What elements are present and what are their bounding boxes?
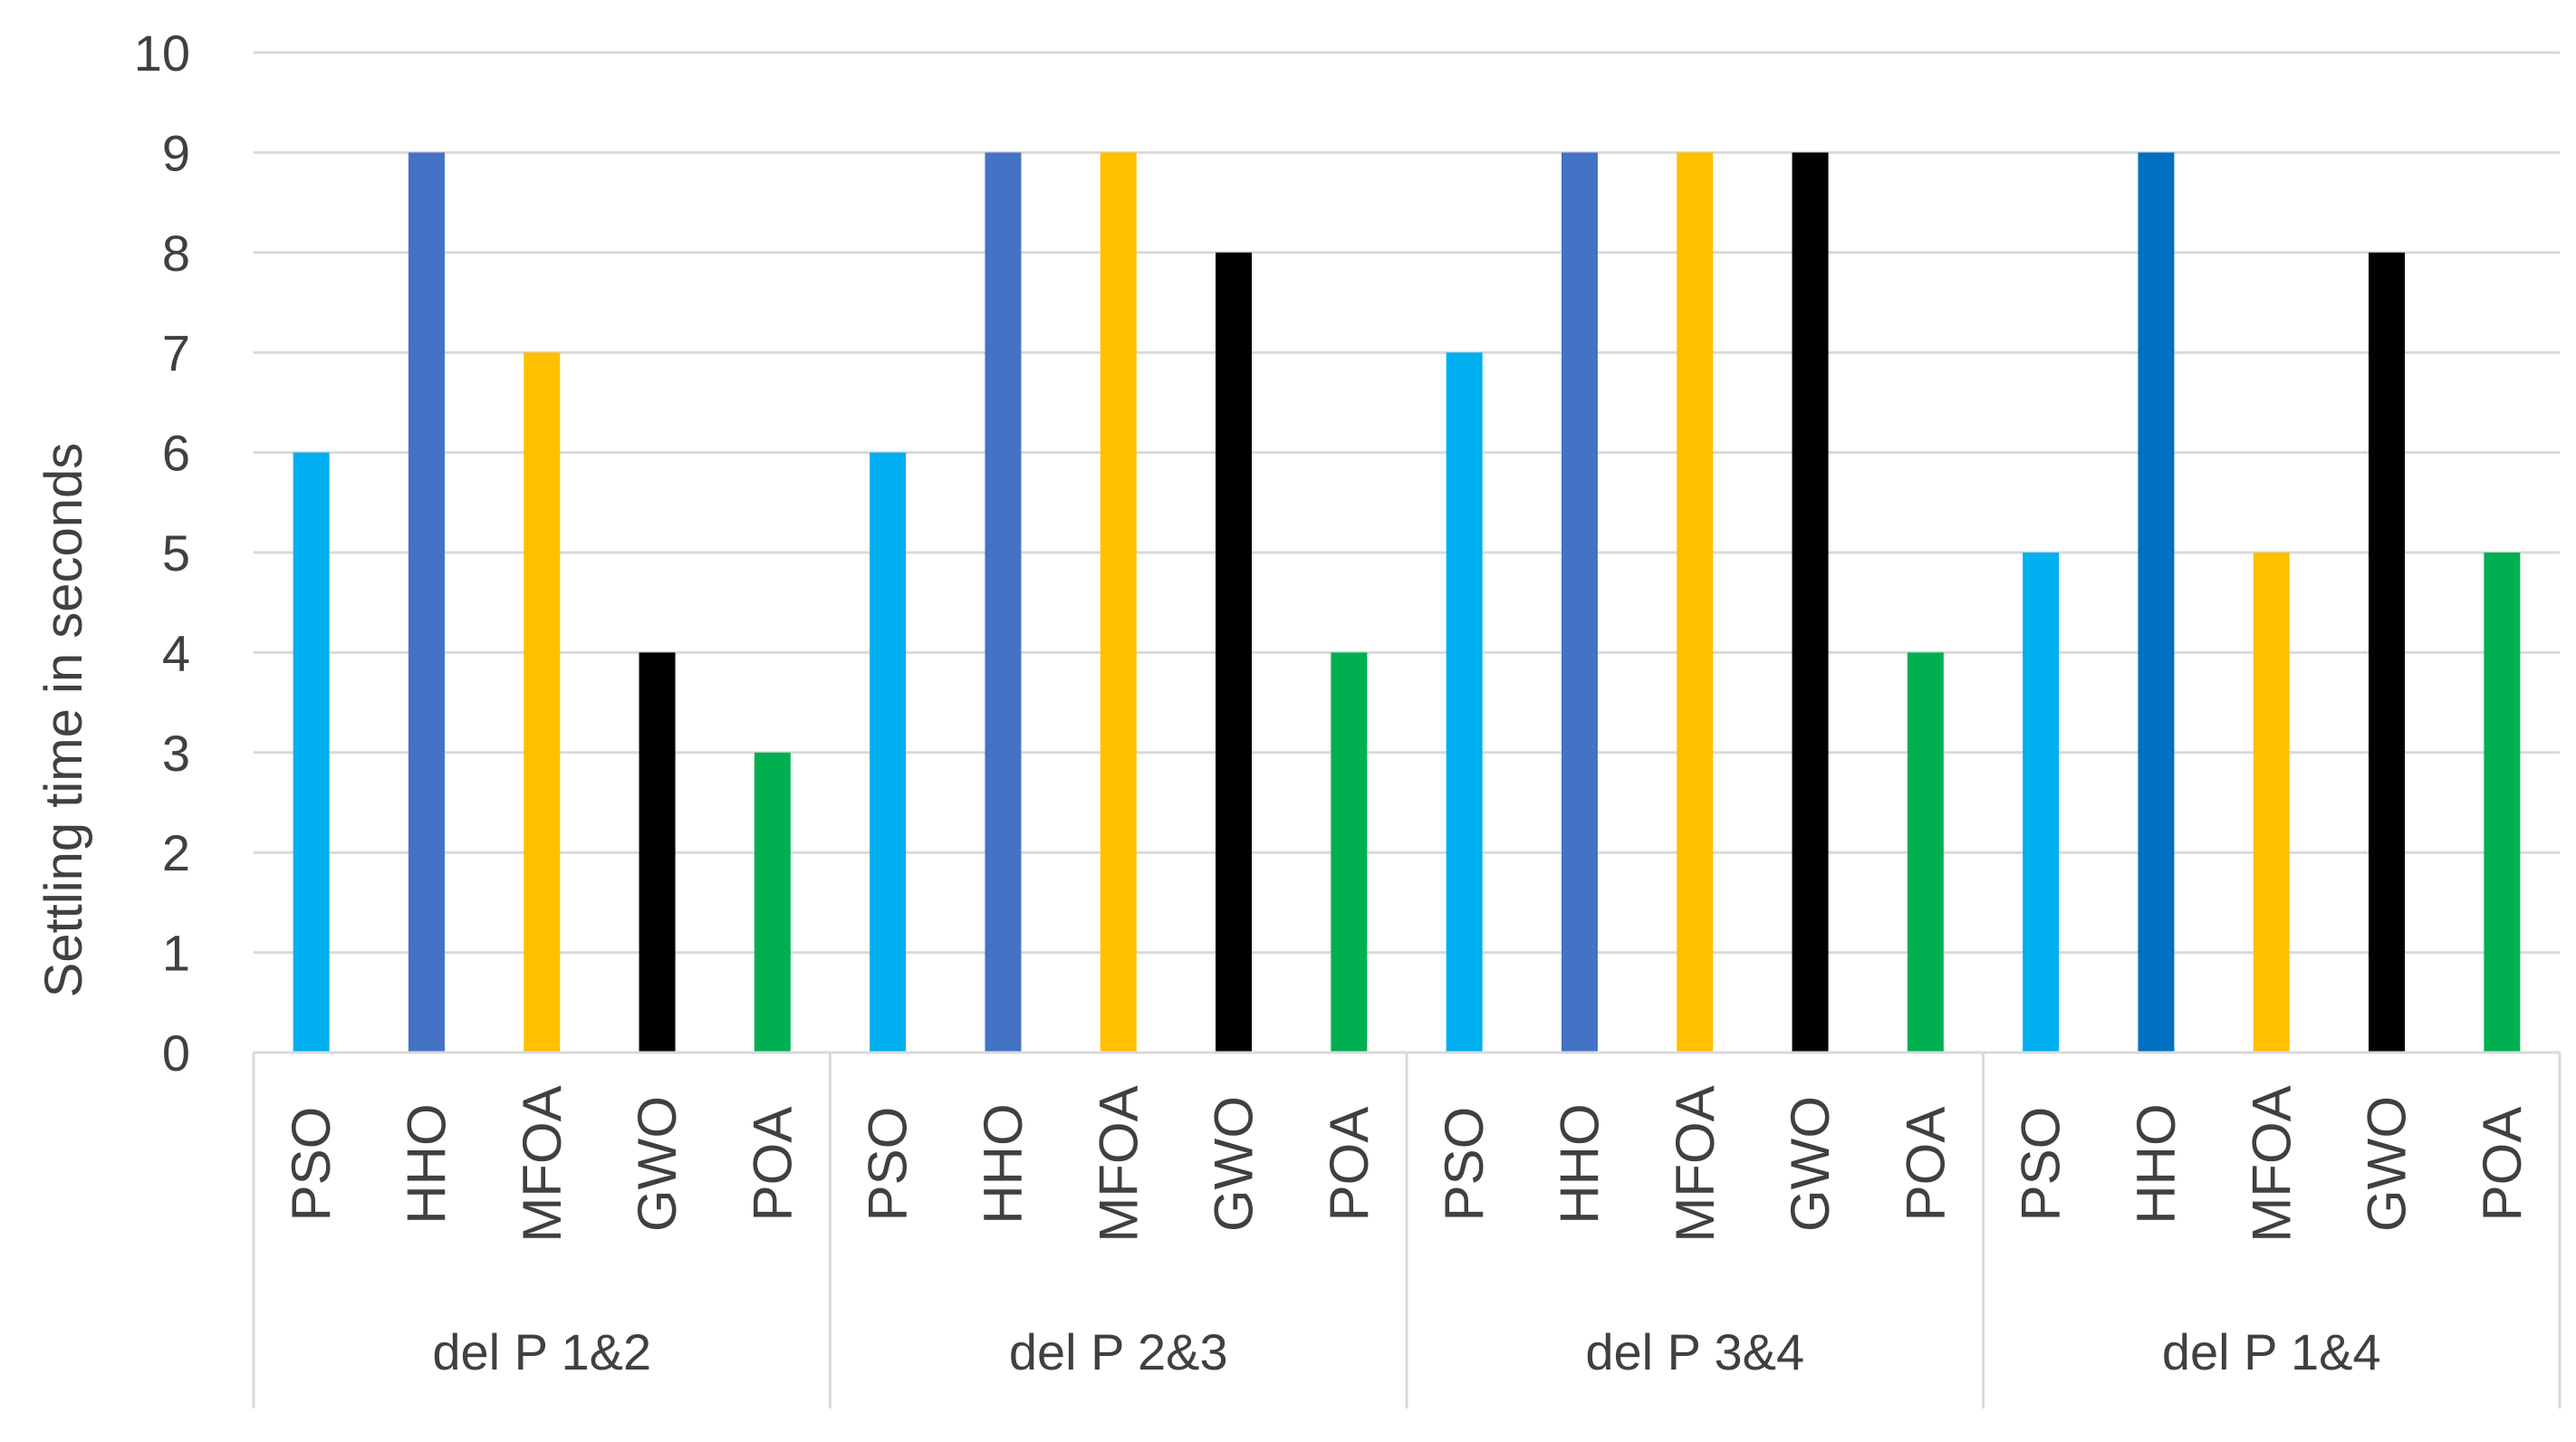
y-tick-label: 9 <box>162 124 190 181</box>
bar-pso <box>1446 352 1483 1053</box>
x-category-label: PSO <box>281 1107 341 1222</box>
x-category-label: MFOA <box>1665 1085 1725 1242</box>
bar-gwo <box>639 652 676 1053</box>
x-category-label: HHO <box>1549 1103 1610 1224</box>
y-tick-label: 7 <box>162 324 190 381</box>
y-tick-label: 4 <box>162 624 190 681</box>
bar-poa <box>1331 652 1368 1053</box>
bar-gwo <box>1792 152 1829 1053</box>
x-category-label: HHO <box>973 1103 1033 1224</box>
bar-pso <box>293 452 330 1053</box>
bar-poa <box>2484 553 2521 1053</box>
y-tick-label: 0 <box>162 1024 190 1082</box>
x-group-label: del P 3&4 <box>1585 1323 1804 1380</box>
x-category-label: POA <box>1895 1107 1956 1222</box>
bar-gwo <box>2369 252 2406 1053</box>
y-tick-label: 10 <box>134 24 190 82</box>
bar-mfoa <box>1677 152 1714 1053</box>
y-tick-label: 1 <box>162 925 190 982</box>
y-tick-label: 6 <box>162 425 190 482</box>
x-category-label: MFOA <box>512 1085 572 1242</box>
bar-poa <box>1907 652 1944 1053</box>
bar-mfoa <box>2253 553 2290 1053</box>
x-category-label: PSO <box>1434 1107 1495 1222</box>
x-category-label: GWO <box>1780 1096 1841 1232</box>
x-category-label: HHO <box>396 1103 457 1224</box>
bar-hho <box>408 152 445 1053</box>
x-group-label: del P 1&2 <box>432 1323 651 1380</box>
x-category-label: GWO <box>1204 1096 1264 1232</box>
x-category-label: POA <box>1319 1107 1379 1222</box>
bar-mfoa <box>524 352 561 1053</box>
bar-pso <box>870 452 907 1053</box>
gridlines <box>254 51 2560 955</box>
y-axis-title: Settling time in seconds <box>34 443 93 998</box>
x-category-label: PSO <box>2011 1107 2071 1222</box>
y-tick-label: 5 <box>162 524 190 582</box>
bar-gwo <box>1216 252 1253 1053</box>
x-axis: PSO HHO MFOA GWO POA del P 1&2 PSO HHO MFOA GWO PO… <box>252 1051 2562 1408</box>
x-category-label: POA <box>2472 1107 2533 1222</box>
bar-pso <box>2023 553 2060 1053</box>
x-category-label: GWO <box>627 1096 687 1232</box>
bar-poa <box>754 752 791 1053</box>
bar-hho <box>985 152 1022 1053</box>
x-category-label: HHO <box>2126 1103 2187 1224</box>
x-category-label: GWO <box>2357 1096 2417 1232</box>
bar-mfoa <box>1100 152 1137 1053</box>
y-tick-label: 3 <box>162 725 190 782</box>
x-group-label: del P 1&4 <box>2162 1323 2381 1380</box>
y-axis-ticks: 0 1 2 3 4 5 6 7 8 9 10 <box>134 24 190 1082</box>
x-category-label: PSO <box>858 1107 918 1222</box>
bars <box>293 152 2521 1053</box>
x-category-label: MFOA <box>1088 1085 1149 1242</box>
x-group-label: del P 2&3 <box>1009 1323 1228 1380</box>
y-tick-label: 8 <box>162 225 190 282</box>
x-category-label: MFOA <box>2241 1085 2302 1242</box>
bar-hho <box>1561 152 1598 1053</box>
x-category-label: POA <box>742 1107 803 1222</box>
bar-hho <box>2138 152 2175 1053</box>
y-tick-label: 2 <box>162 824 190 881</box>
